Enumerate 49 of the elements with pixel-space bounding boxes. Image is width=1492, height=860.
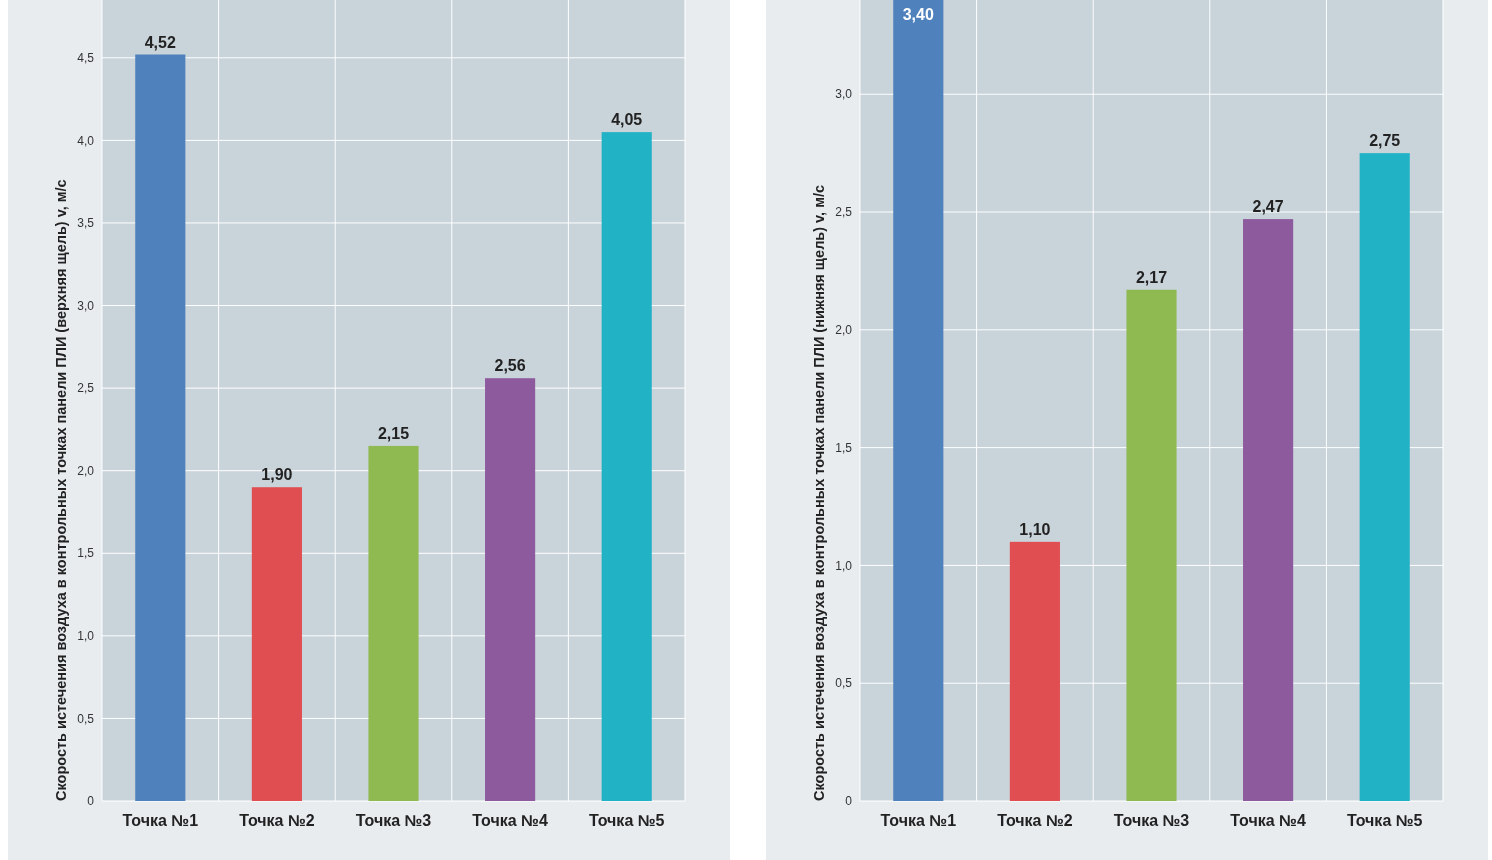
bar [1009,541,1060,801]
y-tick-label: 2,0 [835,323,853,338]
data-label: 1,10 [1019,520,1051,538]
data-label: 2,15 [377,424,410,442]
y-tick-label: 4,5 [77,51,95,65]
bar [893,0,944,801]
data-label: 4,52 [144,33,176,51]
bar [1126,289,1177,801]
y-tick-label: 2,5 [77,381,95,396]
y-tick-label: 0,5 [835,676,853,691]
y-tick-label: 0 [845,794,853,809]
x-tick-label: Точка №1 [122,812,199,829]
y-tick-label: 1,5 [835,440,853,455]
x-tick-label: Точка №4 [1230,812,1306,829]
y-tick-label: 1,0 [77,629,95,644]
x-tick-label: Точка №2 [997,812,1073,829]
x-tick-label: Точка №5 [1346,812,1423,829]
data-label: 3,40 [902,6,934,23]
data-label: 4,05 [611,111,643,129]
y-tick-label: 2,5 [835,205,853,220]
data-label: 2,17 [1135,268,1168,286]
bar [368,445,419,801]
x-tick-label: Точка №3 [355,812,432,829]
y-tick-label: 0,5 [77,711,95,726]
y-tick-label: 1,0 [835,558,853,573]
x-tick-label: Точка №2 [239,812,315,829]
y-tick-label: 3,0 [77,298,95,313]
bar [1243,219,1294,801]
data-label: 1,90 [261,466,293,484]
y-tick-label: 3,5 [77,216,95,231]
y-tick-label: 1,5 [77,546,95,561]
data-label: 2,56 [494,357,526,375]
bar [485,378,536,801]
bar [601,132,652,801]
x-tick-label: Точка №4 [472,812,548,829]
bar [1359,153,1410,801]
y-tick-label: 4,0 [77,133,95,148]
x-tick-label: Точка №5 [588,812,665,829]
x-tick-label: Точка №3 [1113,812,1190,829]
y-tick-label: 2,0 [77,463,95,478]
y-tick-label: 3,0 [835,87,853,102]
data-label: 2,75 [1369,132,1401,150]
y-axis-title: Скорость истечения воздуха в контрольных точках панели ПЛИ (нижняя щель) v, м/с [811,185,827,801]
bar [251,487,302,801]
x-tick-label: Точка №1 [880,812,957,829]
y-axis-title: Скорость истечения воздуха в контрольных точках панели ПЛИ (верхняя щель) v, м/с [53,179,69,801]
data-label: 2,47 [1252,198,1284,216]
y-tick-label: 0 [87,794,95,809]
bar [135,54,186,801]
